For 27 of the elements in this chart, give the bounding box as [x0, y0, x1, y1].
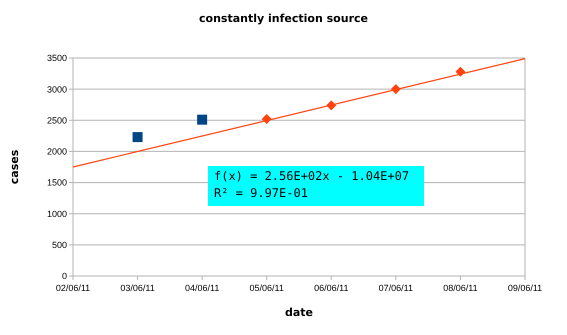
y-tick-label: 1000: [46, 208, 67, 219]
y-tick-label: 3500: [46, 53, 67, 64]
chart-title: constantly infection source: [199, 12, 368, 25]
y-tick-label: 1500: [46, 178, 67, 188]
x-tick-label: 06/06/11: [314, 283, 348, 293]
x-tick-label: 05/06/11: [250, 283, 284, 293]
y-tick-label: 2000: [46, 146, 67, 157]
annotation: f(x) = 2.56E+02x - 1.04E+07: [214, 169, 410, 183]
x-tick-label: 09/06/11: [508, 283, 542, 293]
x-tick-label: 07/06/11: [378, 283, 414, 293]
y-tick-label: 3000: [46, 84, 67, 94]
x-tick-label: 08/06/11: [443, 283, 478, 293]
point: [390, 84, 401, 94]
x-axis-title: date: [284, 306, 314, 319]
y-axis-title: cases: [8, 149, 21, 184]
point: [262, 114, 272, 124]
x-tick-label: 02/06/11: [56, 283, 90, 293]
x-tick-label: 03/06/11: [120, 283, 155, 293]
y-tick-label: 0: [62, 271, 67, 282]
annotation: R² = 9.97E-01: [214, 186, 308, 200]
point: [197, 114, 208, 125]
point: [326, 100, 336, 110]
point: [455, 66, 466, 77]
y-tick-label: 500: [52, 240, 67, 250]
point: [132, 132, 143, 142]
y-tick-label: 2500: [46, 115, 67, 126]
x-tick-label: 04/06/11: [184, 283, 220, 293]
